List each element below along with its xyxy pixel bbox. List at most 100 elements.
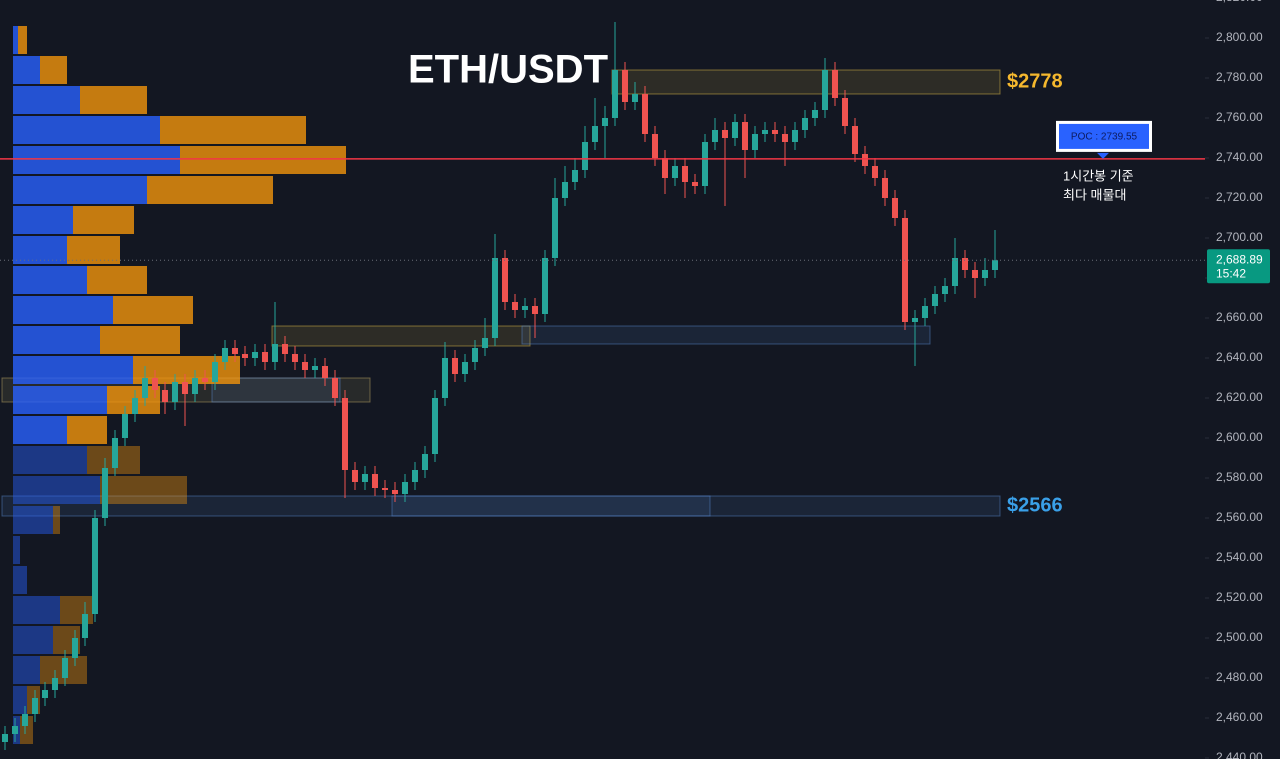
candle-body: [682, 166, 688, 182]
candle-body: [612, 70, 618, 118]
candle-body: [532, 306, 538, 314]
candle-body: [152, 378, 158, 390]
candle-body: [492, 258, 498, 338]
candle-body: [812, 110, 818, 118]
profile-buy: [13, 206, 73, 234]
candle-body: [282, 344, 288, 354]
candle-body: [142, 378, 148, 398]
profile-buy: [13, 86, 80, 114]
candle-body: [482, 338, 488, 348]
price-annotation: $2778: [1007, 70, 1063, 92]
candle-body: [892, 198, 898, 218]
candle-body: [602, 118, 608, 126]
candle-body: [102, 468, 108, 518]
countdown-label: 15:42: [1216, 266, 1246, 280]
candle-body: [592, 126, 598, 142]
candle-body: [42, 690, 48, 698]
candle-body: [212, 362, 218, 382]
candle-body: [372, 474, 378, 488]
candle-body: [522, 306, 528, 310]
y-tick-label: 2,580.00: [1216, 470, 1263, 484]
price-zone: [1, 495, 1001, 517]
candle-body: [392, 490, 398, 494]
candle-body: [932, 294, 938, 306]
price-annotation: $2566: [1007, 494, 1063, 516]
profile-buy: [13, 626, 53, 654]
candle-body: [502, 258, 508, 302]
profile-buy: [13, 386, 107, 414]
profile-sell: [67, 416, 107, 444]
candle-body: [432, 398, 438, 454]
profile-buy: [13, 236, 67, 264]
candle-body: [832, 70, 838, 98]
candle-body: [622, 70, 628, 102]
candle-body: [712, 130, 718, 142]
profile-buy: [13, 506, 53, 534]
candle-body: [972, 270, 978, 278]
price-zone: [211, 377, 341, 403]
y-tick-label: 2,640.00: [1216, 350, 1263, 364]
candle-body: [252, 352, 258, 358]
candle-body: [82, 614, 88, 638]
candle-body: [582, 142, 588, 170]
chart-title: ETH/USDT: [408, 48, 608, 92]
candle-body: [982, 270, 988, 278]
candle-body: [752, 134, 758, 150]
candle-body: [292, 354, 298, 362]
profile-buy: [13, 566, 27, 594]
candle-body: [722, 130, 728, 138]
candle-body: [872, 166, 878, 178]
candle-body: [542, 258, 548, 314]
candle-body: [422, 454, 428, 470]
poc-label-box: [1059, 123, 1149, 149]
candle-body: [562, 182, 568, 198]
candle-body: [772, 130, 778, 134]
candle-body: [782, 134, 788, 142]
candle-body: [12, 726, 18, 734]
profile-buy: [13, 356, 133, 384]
y-tick-label: 2,440.00: [1216, 750, 1263, 759]
profile-sell: [80, 86, 147, 114]
candle-body: [912, 318, 918, 322]
candle-body: [222, 348, 228, 362]
candle-body: [62, 658, 68, 678]
poc-label: POC : 2739.55: [1071, 132, 1138, 143]
y-tick-label: 2,660.00: [1216, 310, 1263, 324]
candle-body: [242, 354, 248, 358]
candle-body: [692, 182, 698, 186]
candle-body: [332, 378, 338, 398]
candle-body: [942, 286, 948, 294]
profile-sell: [73, 206, 134, 234]
candle-body: [642, 94, 648, 134]
candle-body: [632, 94, 638, 102]
candle-body: [92, 518, 98, 614]
candle-body: [122, 414, 128, 438]
profile-sell: [147, 176, 273, 204]
candle-body: [462, 362, 468, 374]
candle-body: [132, 398, 138, 414]
candle-body: [702, 142, 708, 186]
candle-body: [312, 366, 318, 370]
y-tick-label: 2,620.00: [1216, 390, 1263, 404]
profile-sell: [87, 266, 147, 294]
candle-body: [672, 166, 678, 178]
candle-body: [512, 302, 518, 310]
candle-body: [922, 306, 928, 318]
y-tick-label: 2,600.00: [1216, 430, 1263, 444]
price-zone: [391, 495, 711, 517]
candle-body: [342, 398, 348, 470]
y-tick-label: 2,800.00: [1216, 30, 1263, 44]
price-zone: [271, 325, 531, 347]
profile-buy: [13, 146, 180, 174]
candle-body: [732, 122, 738, 138]
candle-body: [352, 470, 358, 482]
price-zone: [611, 69, 1001, 95]
candle-body: [842, 98, 848, 126]
candle-body: [662, 158, 668, 178]
price-axis: [1205, 0, 1280, 759]
profile-buy: [13, 536, 20, 564]
poc-pointer: [1097, 152, 1109, 159]
price-zone: [521, 325, 931, 345]
candle-body: [572, 170, 578, 182]
